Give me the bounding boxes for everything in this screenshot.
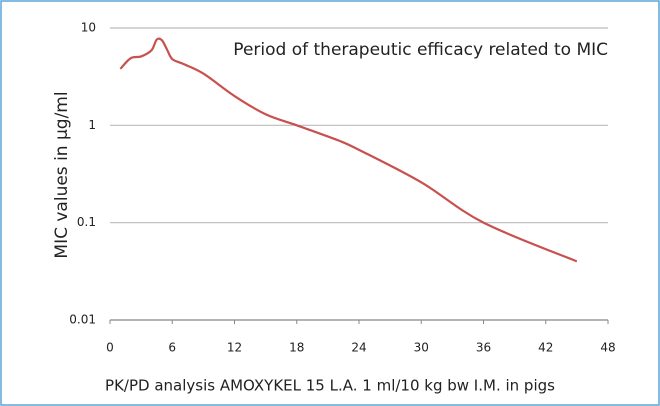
y-tick-label: 10 — [81, 21, 96, 35]
y-axis-label: MIC values in µg/ml — [52, 91, 72, 258]
x-tick-label: 18 — [289, 341, 304, 355]
x-tick-label: 42 — [538, 341, 553, 355]
x-tick-label: 12 — [227, 341, 242, 355]
y-tick-label: 0.01 — [69, 313, 96, 327]
x-tick-label: 48 — [600, 341, 615, 355]
x-tick-label: 24 — [351, 341, 366, 355]
data-line — [119, 37, 578, 263]
caption: PK/PD analysis AMOXYKEL 15 L.A. 1 ml/10 … — [105, 377, 555, 395]
y-tick-label: 1 — [88, 118, 96, 132]
x-tick-label: 30 — [414, 341, 429, 355]
x-tick-label: 6 — [168, 341, 176, 355]
x-tick-label: 36 — [476, 341, 491, 355]
x-tick-label: 0 — [106, 341, 114, 355]
annotation: Period of therapeutic efficacy related t… — [233, 40, 608, 60]
y-tick-label: 0.1 — [77, 215, 96, 229]
